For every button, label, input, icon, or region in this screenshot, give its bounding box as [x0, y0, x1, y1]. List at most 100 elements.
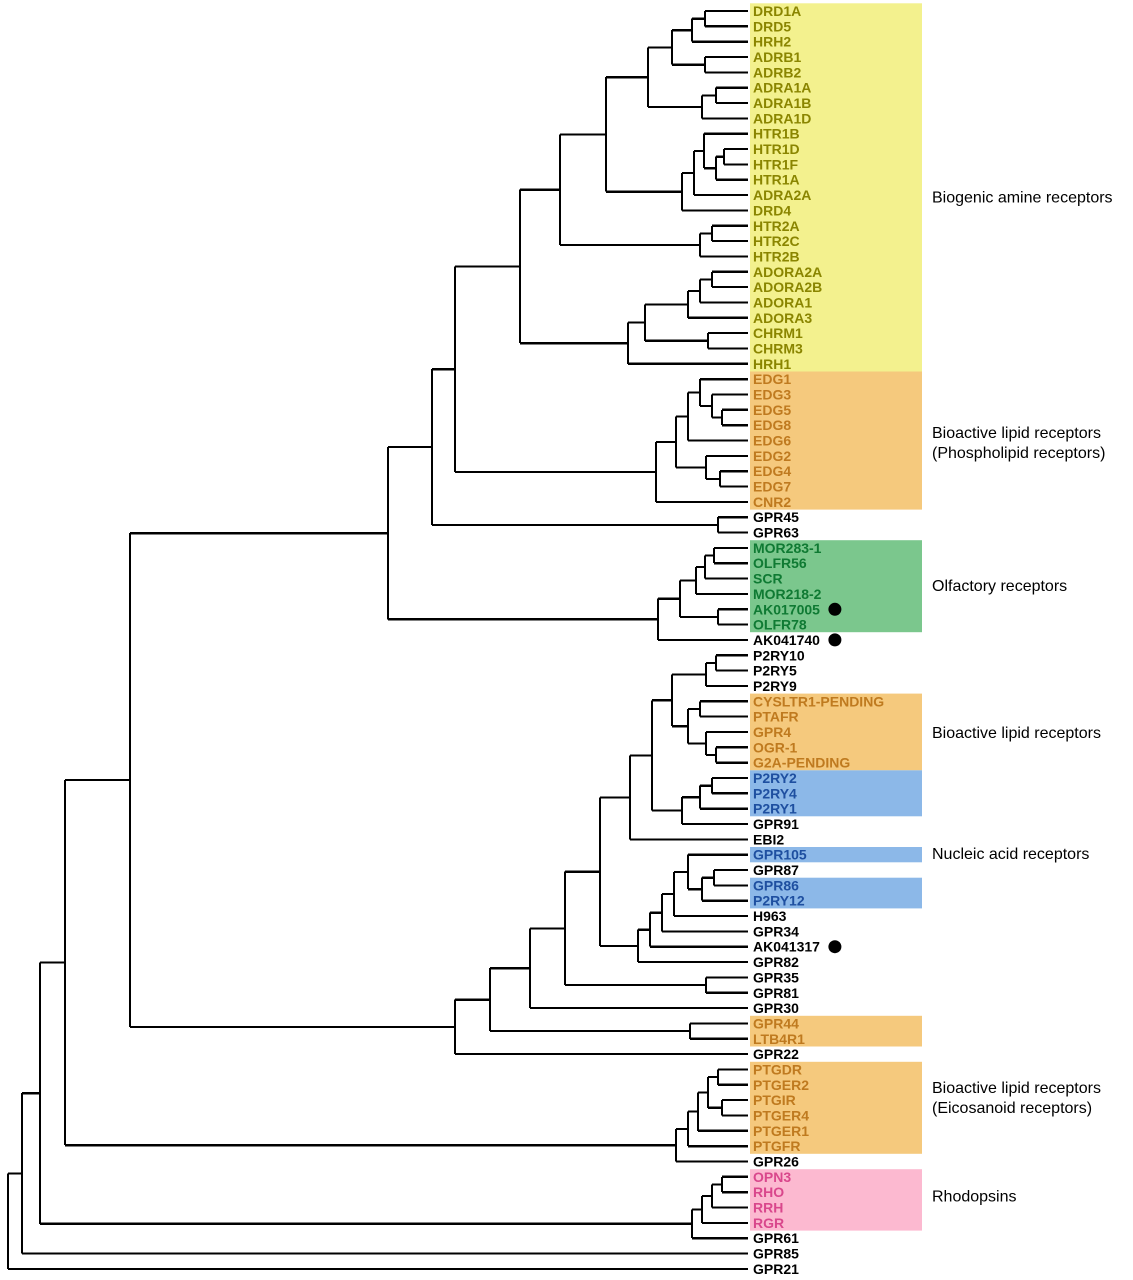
leaf-label-gpr81: GPR81 — [753, 985, 799, 1001]
leaf-label-p2ry9: P2RY9 — [753, 678, 797, 694]
leaf-label-cysltr1-pending: CYSLTR1-PENDING — [753, 693, 884, 709]
leaf-label-gpr21: GPR21 — [753, 1261, 799, 1277]
leaf-label-htr1b: HTR1B — [753, 126, 800, 142]
group-label: Biogenic amine receptors — [932, 190, 1113, 207]
leaf-label-ogr-1: OGR-1 — [753, 739, 798, 755]
leaf-label-ak041740: AK041740 — [753, 632, 820, 648]
leaf-label-h963: H963 — [753, 908, 787, 924]
group-label: Bioactive lipid receptors — [932, 725, 1101, 742]
leaf-label-htr2a: HTR2A — [753, 218, 800, 234]
leaf-label-gpr30: GPR30 — [753, 1000, 799, 1016]
leaf-label-adra1d: ADRA1D — [753, 110, 811, 126]
group-highlight-rhodopsin — [750, 1169, 922, 1231]
group-label: Rhodopsins — [932, 1188, 1017, 1205]
leaf-label-hrh1: HRH1 — [753, 356, 791, 372]
leaf-label-ebi2: EBI2 — [753, 831, 784, 847]
leaf-label-edg3: EDG3 — [753, 387, 791, 403]
leaf-label-p2ry10: P2RY10 — [753, 647, 805, 663]
leaf-label-adra2a: ADRA2A — [753, 187, 811, 203]
leaf-label-gpr63: GPR63 — [753, 525, 799, 541]
leaf-label-htr1a: HTR1A — [753, 172, 800, 188]
leaf-label-adrb2: ADRB2 — [753, 64, 801, 80]
leaf-label-gpr85: GPR85 — [753, 1246, 799, 1262]
leaf-label-edg5: EDG5 — [753, 402, 791, 418]
leaf-label-g2a-pending: G2A-PENDING — [753, 755, 850, 771]
group-label: Bioactive lipid receptors — [932, 1080, 1101, 1097]
group-highlight-lipid — [750, 693, 922, 771]
group-label: (Eicosanoid receptors) — [932, 1100, 1092, 1117]
leaf-label-p2ry2: P2RY2 — [753, 770, 797, 786]
leaf-label-adora2b: ADORA2B — [753, 279, 822, 295]
leaf-label-gpr35: GPR35 — [753, 969, 799, 985]
group-highlight-lipid — [750, 1015, 922, 1047]
leaf-label-gpr22: GPR22 — [753, 1046, 799, 1062]
group-label: Olfactory receptors — [932, 578, 1067, 595]
leaf-label-ak017005: AK017005 — [753, 601, 820, 617]
group-highlight-amine — [750, 3, 922, 372]
tree-branches — [6, 9, 748, 1270]
leaf-label-edg6: EDG6 — [753, 433, 791, 449]
leaf-label-gpr87: GPR87 — [753, 862, 799, 878]
group-label: (Phospholipid receptors) — [932, 445, 1105, 462]
leaf-label-gpr61: GPR61 — [753, 1230, 799, 1246]
leaf-label-chrm1: CHRM1 — [753, 325, 803, 341]
novel-receptor-dot — [828, 602, 842, 616]
leaf-label-gpr91: GPR91 — [753, 816, 799, 832]
leaf-label-ptgfr: PTGFR — [753, 1138, 800, 1154]
leaf-label-adora2a: ADORA2A — [753, 264, 822, 280]
leaf-label-mor218-2: MOR218-2 — [753, 586, 822, 602]
leaf-label-drd5: DRD5 — [753, 18, 791, 34]
leaf-label-cnr2: CNR2 — [753, 494, 791, 510]
leaf-label-gpr45: GPR45 — [753, 509, 799, 525]
leaf-label-edg7: EDG7 — [753, 479, 791, 495]
leaf-label-mor283-1: MOR283-1 — [753, 540, 822, 556]
group-label: Nucleic acid receptors — [932, 846, 1089, 863]
leaf-label-ptgdr: PTGDR — [753, 1062, 802, 1078]
leaf-label-drd1a: DRD1A — [753, 3, 801, 19]
leaf-label-gpr105: GPR105 — [753, 847, 807, 863]
leaf-label-edg2: EDG2 — [753, 448, 791, 464]
leaf-label-edg8: EDG8 — [753, 417, 791, 433]
leaf-label-adora3: ADORA3 — [753, 310, 812, 326]
leaf-label-p2ry5: P2RY5 — [753, 663, 797, 679]
leaf-label-olfr56: OLFR56 — [753, 555, 807, 571]
group-highlight-olfactory — [750, 540, 922, 633]
leaf-label-rrh: RRH — [753, 1200, 783, 1216]
group-highlight-nucleic — [750, 770, 922, 817]
leaf-label-hrh2: HRH2 — [753, 34, 791, 50]
leaf-label-htr1d: HTR1D — [753, 141, 800, 157]
group-label: Bioactive lipid receptors — [932, 425, 1101, 442]
leaf-label-ltb4r1: LTB4R1 — [753, 1031, 805, 1047]
leaf-label-ptafr: PTAFR — [753, 709, 799, 725]
leaf-label-gpr34: GPR34 — [753, 923, 799, 939]
leaf-label-gpr26: GPR26 — [753, 1154, 799, 1170]
leaf-label-gpr44: GPR44 — [753, 1015, 799, 1031]
group-highlight-lipid — [750, 1061, 922, 1154]
leaf-label-htr2c: HTR2C — [753, 233, 800, 249]
leaf-label-p2ry4: P2RY4 — [753, 785, 797, 801]
novel-receptor-dot — [828, 940, 842, 954]
leaf-label-ptgir: PTGIR — [753, 1092, 796, 1108]
leaf-label-adrb1: ADRB1 — [753, 49, 801, 65]
novel-receptor-dot — [828, 633, 842, 647]
leaf-label-olfr78: OLFR78 — [753, 617, 807, 633]
leaf-label-adra1a: ADRA1A — [753, 80, 811, 96]
leaf-label-drd4: DRD4 — [753, 202, 791, 218]
leaf-label-adra1b: ADRA1B — [753, 95, 811, 111]
leaf-label-rgr: RGR — [753, 1215, 784, 1231]
leaf-label-p2ry12: P2RY12 — [753, 893, 805, 909]
leaf-label-adora1: ADORA1 — [753, 295, 812, 311]
leaf-label-scr: SCR — [753, 571, 783, 587]
leaf-label-ptger1: PTGER1 — [753, 1123, 809, 1139]
leaf-label-p2ry1: P2RY1 — [753, 801, 797, 817]
leaf-label-gpr4: GPR4 — [753, 724, 791, 740]
leaf-label-gpr86: GPR86 — [753, 877, 799, 893]
leaf-label-rho: RHO — [753, 1184, 784, 1200]
leaf-label-ptger4: PTGER4 — [753, 1108, 809, 1124]
group-highlight-lipid — [750, 371, 922, 510]
leaf-label-gpr82: GPR82 — [753, 954, 799, 970]
leaf-label-chrm3: CHRM3 — [753, 341, 803, 357]
group-highlight-nucleic — [750, 847, 922, 863]
leaf-label-edg4: EDG4 — [753, 463, 791, 479]
